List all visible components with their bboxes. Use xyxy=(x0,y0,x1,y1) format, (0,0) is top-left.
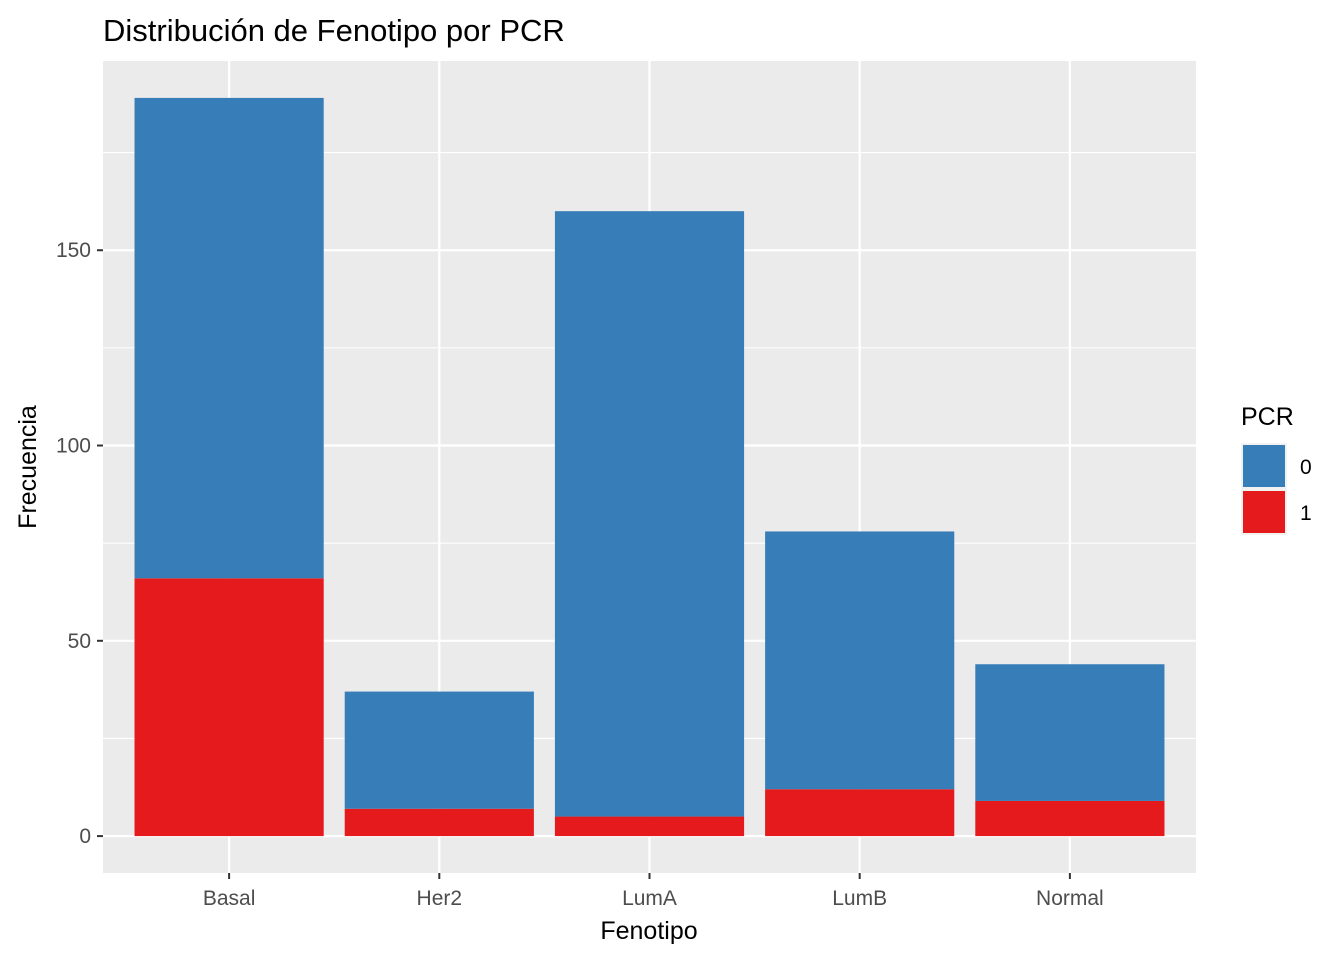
x-axis-title: Fenotipo xyxy=(600,917,697,945)
y-axis-title: Frecuencia xyxy=(14,405,42,529)
legend-key-swatch xyxy=(1243,491,1285,533)
y-tick-label: 100 xyxy=(56,435,91,458)
bar-luma-pcr-1 xyxy=(554,816,745,837)
legend-label: 0 xyxy=(1300,456,1312,479)
bar-basal-pcr-1 xyxy=(134,578,324,837)
x-tick-label: Basal xyxy=(203,887,256,910)
bar-basal-pcr-0 xyxy=(134,97,324,579)
legend: PCR 01 xyxy=(1241,403,1312,535)
bar-her2-pcr-0 xyxy=(344,691,534,809)
legend-label: 1 xyxy=(1300,502,1312,525)
legend-key-swatch xyxy=(1243,445,1285,487)
bar-lumb-pcr-1 xyxy=(765,789,955,837)
x-tick-label: Normal xyxy=(1036,887,1104,910)
y-tick-label: 150 xyxy=(56,239,91,262)
legend-keys: 01 xyxy=(1241,443,1312,535)
bar-normal-pcr-0 xyxy=(975,664,1165,801)
y-tick-label: 50 xyxy=(68,630,91,653)
bar-normal-pcr-1 xyxy=(975,800,1165,837)
bar-lumb-pcr-0 xyxy=(765,531,955,790)
x-axis: Basal Her2 LumA LumB Normal xyxy=(203,873,1104,910)
y-axis: 0 50 100 150 xyxy=(56,239,103,848)
chart-title: Distribución de Fenotipo por PCR xyxy=(103,13,565,48)
x-tick-label: LumB xyxy=(832,887,887,910)
x-tick-label: Her2 xyxy=(417,887,463,910)
y-tick-label: 0 xyxy=(79,825,91,848)
x-tick-label: LumA xyxy=(622,887,677,910)
legend-title: PCR xyxy=(1241,403,1294,431)
bar-her2-pcr-1 xyxy=(344,808,534,837)
bars xyxy=(134,97,1165,837)
bar-luma-pcr-0 xyxy=(554,211,745,817)
